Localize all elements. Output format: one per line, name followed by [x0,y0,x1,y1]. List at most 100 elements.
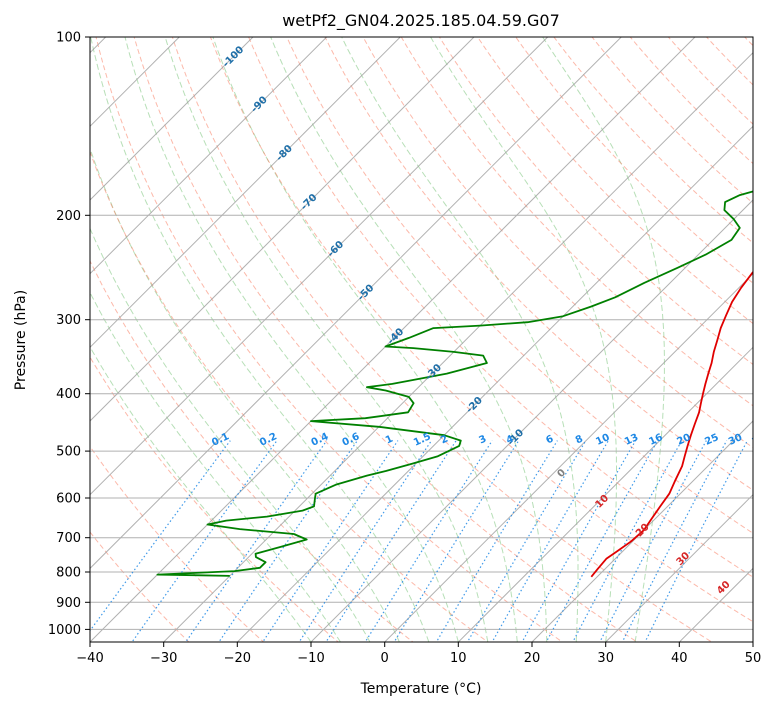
y-axis-title: Pressure (hPa) [13,290,29,390]
isotherm-line [90,37,254,201]
mixing-ratio-label: 8 [574,433,585,446]
isotherm-line [90,37,328,275]
x-tick-label: 50 [745,651,762,666]
y-tick-label: 500 [56,445,81,460]
mixing-ratio-label: 4 [505,433,516,446]
mixing-ratio-line [621,440,728,642]
isotherm-line [90,37,696,642]
moist-adiabat-line [341,37,579,642]
dry-adiabat-line [171,37,713,642]
moist-adiabat-line [270,37,548,642]
mixing-ratio-line [644,440,748,642]
dry-adiabat-line [90,356,339,642]
isotherm-line [90,37,475,422]
chart-title: wetPf2_GN04.2025.185.04.59.G07 [282,11,560,31]
x-tick-label: 20 [524,651,541,666]
x-tick-label: −30 [150,651,177,666]
plot-frame [89,36,754,643]
dry-adiabat-line [553,37,753,244]
moist-adiabat-line [90,345,312,642]
x-tick-label: 0 [381,651,389,666]
isotherm-line [162,51,753,642]
x-tick-label: 30 [597,651,614,666]
y-tick-label: 300 [56,313,81,328]
dry-adiabat-line [438,37,753,366]
mixing-ratio-line [131,440,278,642]
isotherm-line [457,346,753,642]
dry-adiabat-line [324,37,753,491]
plot-area: -100-90-80-70-60-50-40-30-20-100.1 0.2 0.4… [90,37,767,642]
moist-adiabats [90,37,665,642]
dry-adiabat-line [90,259,414,642]
sounding-profiles [156,190,753,578]
moist-adiabat-line [542,37,665,642]
x-tick-label: −10 [297,651,324,666]
x-tick-label: −40 [76,651,103,666]
mixing-ratio-label: 16 [647,432,664,448]
isotherm-line [90,37,402,349]
mixing-ratio-label: 30 [727,432,744,448]
x-tick-label: 10 [450,651,467,666]
isotherm-line [90,37,549,496]
isobar-gridlines [90,37,753,630]
y-tick-label: 700 [56,531,81,546]
dry-adiabat-line [133,37,638,642]
mixing-ratio-line [466,440,587,642]
isotherm-line [604,493,753,642]
mixing-ratio-line [599,440,707,642]
moist-adiabat-line [430,37,617,642]
dry-adiabat-line [90,445,265,642]
mixing-ratio-label: 1 [384,433,395,446]
x-tick-label: −20 [224,651,251,666]
mixing-ratio-line [545,440,659,642]
y-tick-label: 100 [56,31,81,46]
moist-adiabat-line [212,37,518,642]
mixing-ratio-label: 6 [544,433,555,446]
moist-adiabat-line [90,147,400,642]
moist-adiabat-line [124,37,459,642]
isotherm-line [531,420,753,642]
dry-adiabat-line [248,37,753,578]
mixing-ratio-label: 10 [594,432,611,448]
isotherm-lines [90,37,753,642]
mixing-ratio-line [262,440,399,642]
moist-adiabat-line [164,37,489,642]
mixing-ratio-line [298,440,432,642]
mixing-ratio-line [491,440,609,642]
mixing-ratio-line [364,440,493,642]
dry-adiabat-line [476,37,753,325]
x-axis: −40 −30 −20 −10 0 10 20 30 40 50 [76,642,761,666]
dry-adiabat-line [362,37,753,449]
y-tick-label: 400 [56,387,81,402]
y-tick-label: 1000 [48,623,81,638]
x-tick-label: 40 [671,651,688,666]
y-tick-label: 900 [56,596,81,611]
mixing-ratio-label: 2 [439,433,450,446]
mixing-ratio-label: 3 [477,433,488,446]
y-axis: 100 200 300 400 500 600 700 800 900 1000 [48,31,90,638]
moist-adiabat-line [90,227,371,642]
mixing-ratio-label: 13 [623,432,640,448]
mixing-ratio-line [435,440,558,642]
x-axis-title: Temperature (°C) [360,681,482,697]
isotherm-line [310,199,753,642]
mixing-ratio-line [325,440,457,642]
mixing-ratio-lines [90,440,748,642]
dry-adiabat-line [400,37,753,407]
isotherm-line [236,125,753,642]
y-tick-label: 800 [56,566,81,581]
mixing-ratio-label: 25 [703,432,720,448]
mixing-ratio-label: 20 [675,432,692,448]
isotherm-line [383,272,753,642]
mixing-ratio-line [521,440,637,642]
temperature-profile-line [590,270,753,578]
dewpoint-profile-line [156,190,753,577]
mixing-ratio-line [572,440,683,642]
isotherm-line [90,37,623,570]
y-tick-label: 600 [56,492,81,507]
dry-adiabat-line [95,37,564,642]
moist-adiabat-line [90,37,430,642]
mixing-ratio-label: 36 [750,432,767,448]
